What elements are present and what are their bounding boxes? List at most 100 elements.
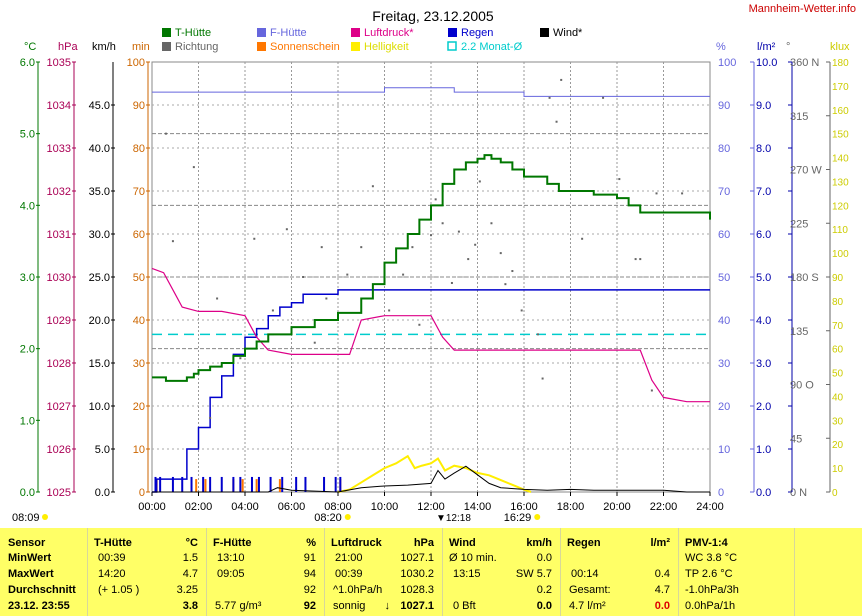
pressure-axis-tick-label: 1034 bbox=[47, 100, 71, 112]
richtung-point bbox=[346, 273, 349, 276]
rain-axis-tick-label: 5.0 bbox=[756, 272, 771, 284]
thuette-column: T-Hütte °C 00:39 1.5 14:20 4.7 (+ 1.05 ) 3.2… bbox=[88, 528, 206, 616]
wind-axis-tick-label: 45.0 bbox=[89, 100, 110, 112]
sun-axis-tick-label: 20 bbox=[133, 401, 145, 413]
legend-label: 2.2 Monat-Ø bbox=[461, 41, 523, 53]
minwert-label: MinWert bbox=[8, 552, 52, 564]
x-tick-label: 20:00 bbox=[603, 501, 631, 513]
legend-swatch bbox=[162, 42, 171, 51]
legend-swatch bbox=[447, 41, 457, 51]
light-axis-tick-label: 50 bbox=[832, 369, 844, 380]
rain-axis-tick-label: 0.0 bbox=[756, 487, 771, 499]
temp-axis-tick-label: 5.0 bbox=[20, 129, 35, 141]
wind-column: Wind km/h Ø 10 min. 0.0 13:15 SW 5.7 0.2 0 … bbox=[443, 528, 560, 616]
legend-swatch bbox=[162, 28, 171, 37]
rain-axis-tick-label: 7.0 bbox=[756, 186, 771, 198]
direction-axis-tick-label: 225 bbox=[790, 218, 808, 230]
x-tick-label: 08:00 bbox=[324, 501, 352, 513]
fhuette-min-time: 13:10 bbox=[217, 552, 245, 564]
sunrise-label: 08:20 bbox=[314, 512, 342, 524]
richtung-point bbox=[302, 276, 305, 278]
sun-axis-tick-label: 60 bbox=[133, 229, 145, 241]
unit-label: min bbox=[132, 41, 150, 53]
richtung-point bbox=[467, 258, 470, 261]
thuette-min-time: 00:39 bbox=[98, 552, 126, 564]
richtung-point bbox=[478, 180, 481, 183]
temp-axis-tick-label: 1.0 bbox=[20, 415, 35, 427]
legend-label: T-Hütte bbox=[175, 27, 211, 39]
richtung-point bbox=[192, 166, 195, 169]
richtung-point bbox=[520, 309, 523, 312]
luftdruck-trend: ^1.0hPa/h bbox=[333, 584, 383, 596]
direction-axis-tick-label: 360 N bbox=[790, 57, 819, 69]
current-timestamp: 23.12. 23:55 bbox=[8, 600, 70, 612]
richtung-point bbox=[402, 273, 405, 276]
statistics-panel: Sensor MinWert MaxWert Durchschnitt 23.1… bbox=[0, 528, 862, 616]
legend-label: Wind* bbox=[553, 27, 583, 39]
light-axis-tick-label: 80 bbox=[832, 297, 844, 308]
light-axis-tick-label: 110 bbox=[832, 225, 848, 236]
pressure-axis-tick-label: 1030 bbox=[47, 272, 71, 284]
temp-axis-tick-label: 3.0 bbox=[20, 272, 35, 284]
sunset-label: 16:29 bbox=[504, 512, 532, 524]
regen-column: Regen l/m² 00:14 0.4 Gesamt: 4.7 4.7 l/m² 0.… bbox=[561, 528, 678, 616]
richtung-point bbox=[360, 246, 363, 249]
fhuette-absolute: 5.77 g/m³ bbox=[215, 600, 262, 612]
legend-item: Wind* bbox=[540, 27, 583, 39]
pmv-pressure-trend-1h: 0.0hPa/1h bbox=[685, 600, 736, 612]
richtung-point bbox=[450, 281, 453, 284]
pmv-column: PMV-1:4 WC 3.8 °C TP 2.6 °C -1.0hPa/3h 0… bbox=[679, 528, 794, 616]
fhuette-unit: % bbox=[306, 537, 316, 549]
luftdruck-max-time: 00:39 bbox=[335, 568, 363, 580]
richtung-point bbox=[209, 416, 212, 419]
x-tick-label: 10:00 bbox=[371, 501, 399, 513]
unit-label: ° bbox=[786, 41, 790, 53]
richtung-point bbox=[536, 333, 539, 336]
thuette-header: T-Hütte bbox=[94, 537, 132, 549]
sun-axis-tick-label: 80 bbox=[133, 143, 145, 155]
wind-axis-tick-label: 0.0 bbox=[95, 487, 110, 499]
legend-label: Helligkeit bbox=[364, 41, 409, 53]
x-tick-label: 02:00 bbox=[185, 501, 213, 513]
x-tick-label: 00:00 bbox=[138, 501, 166, 513]
wind-axis-tick-label: 30.0 bbox=[89, 229, 110, 241]
wind-axis-tick-label: 35.0 bbox=[89, 186, 110, 198]
light-axis-tick-label: 90 bbox=[832, 273, 844, 284]
fhuette-header: F-Hütte bbox=[213, 537, 252, 549]
luftdruck-forecast: sonnig bbox=[333, 600, 366, 612]
richtung-point bbox=[504, 283, 507, 286]
richtung-point bbox=[650, 389, 653, 392]
wind-current: 0.0 bbox=[536, 600, 552, 612]
richtung-point bbox=[681, 192, 684, 195]
fhuette-current: 92 bbox=[303, 600, 316, 612]
luftdruck-column: Luftdruck hPa 21:00 1027.1 00:39 1030.2 ^1.… bbox=[325, 528, 442, 616]
sun-axis-tick-label: 100 bbox=[127, 57, 145, 69]
legend-label: F-Hütte bbox=[270, 27, 307, 39]
temp-axis-tick-label: 4.0 bbox=[20, 200, 35, 212]
richtung-point bbox=[441, 222, 444, 225]
humidity-axis-tick-label: 30 bbox=[718, 358, 730, 370]
unit-label: % bbox=[716, 41, 726, 53]
sun-axis-tick-label: 30 bbox=[133, 358, 145, 370]
unit-label: °C bbox=[24, 41, 36, 53]
richtung-point bbox=[499, 252, 502, 255]
luftdruck-current: 1027.1 bbox=[400, 600, 434, 612]
sun-axis-tick-label: 10 bbox=[133, 444, 145, 456]
rain-axis-tick-label: 3.0 bbox=[756, 358, 771, 370]
light-axis-tick-label: 120 bbox=[832, 201, 849, 212]
wind-axis-tick-label: 40.0 bbox=[89, 143, 110, 155]
fhuette-column: F-Hütte% 13:10 91 09:05 94 92 5.77 g/m³ 92 bbox=[207, 528, 324, 616]
wind-avg-period: Ø 10 min. bbox=[449, 552, 497, 564]
richtung-point bbox=[325, 297, 328, 300]
regen-header: Regen bbox=[567, 537, 601, 549]
pressure-axis-tick-label: 1029 bbox=[47, 315, 71, 327]
weather-chart: Freitag, 23.12.2005 Mannheim-Wetter.info… bbox=[12, 3, 856, 524]
series-helligkeit bbox=[337, 454, 532, 493]
site-link[interactable]: Mannheim-Wetter.info bbox=[749, 3, 856, 15]
richtung-point bbox=[388, 309, 391, 312]
light-axis-tick-label: 170 bbox=[832, 82, 849, 93]
legend-item: F-Hütte bbox=[257, 27, 307, 39]
legend-swatch bbox=[448, 28, 457, 37]
fhuette-max-time: 09:05 bbox=[217, 568, 245, 580]
regen-max-value: 0.4 bbox=[654, 568, 670, 580]
